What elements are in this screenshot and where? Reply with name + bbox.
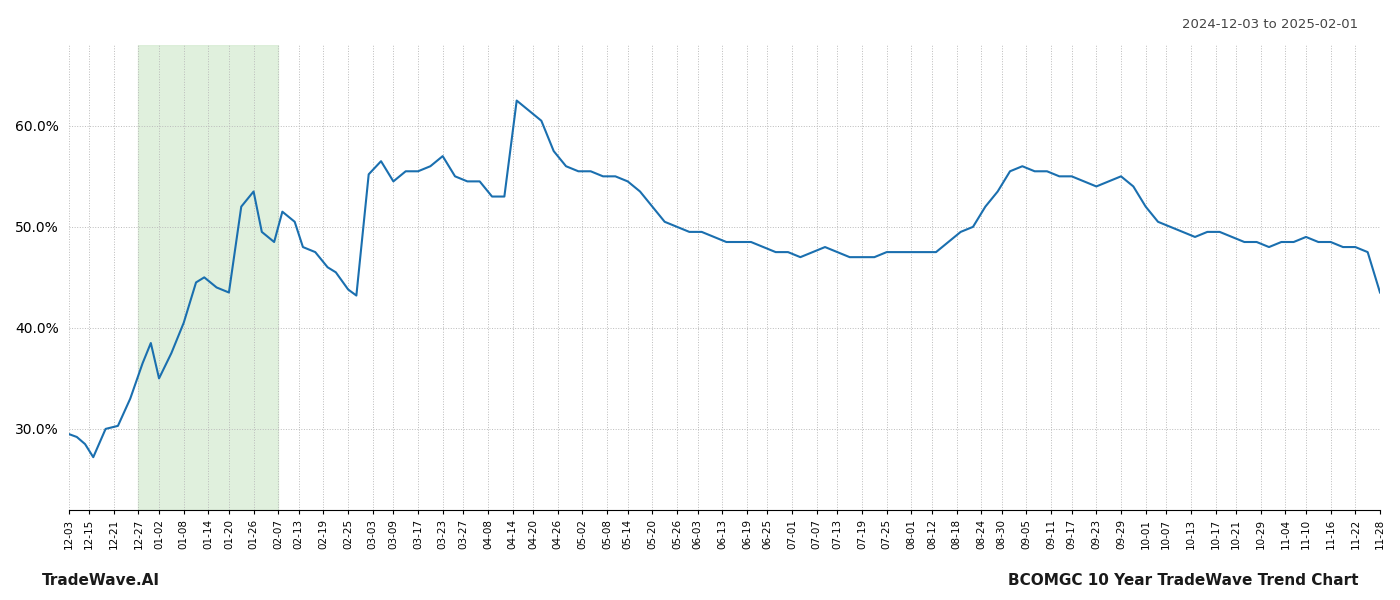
Text: 2024-12-03 to 2025-02-01: 2024-12-03 to 2025-02-01 [1182, 18, 1358, 31]
Text: TradeWave.AI: TradeWave.AI [42, 573, 160, 588]
Text: BCOMGC 10 Year TradeWave Trend Chart: BCOMGC 10 Year TradeWave Trend Chart [1008, 573, 1358, 588]
Bar [139, 45, 279, 510]
